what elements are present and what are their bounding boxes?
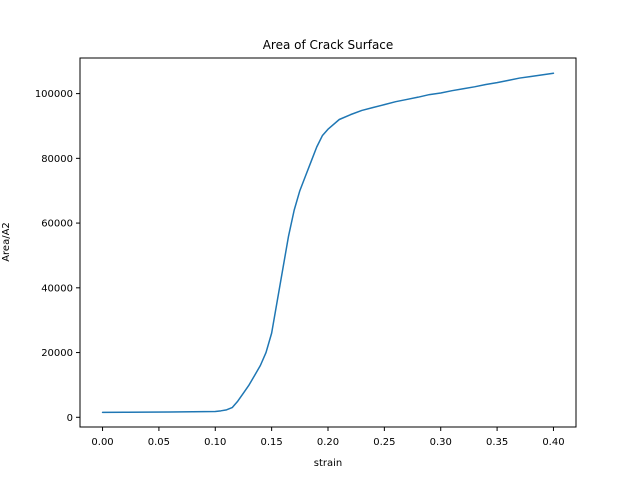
y-tick-label: 20000 [41, 348, 73, 359]
axis-ticks: 0.00 0.05 0.10 0.15 0.20 0.25 0.30 0.35 0.40 0 200… [35, 89, 565, 448]
x-tick-label: 0.20 [317, 437, 339, 448]
x-tick-label: 0.05 [148, 437, 170, 448]
y-tick-label: 40000 [41, 283, 73, 294]
x-axis-label: strain [314, 458, 343, 469]
y-tick-label: 60000 [41, 219, 73, 230]
y-tick-label: 80000 [41, 154, 73, 165]
chart-title: Area of Crack Surface [263, 38, 394, 52]
x-tick-label: 0.40 [542, 437, 564, 448]
x-tick-label: 0.35 [486, 437, 508, 448]
crack-area-line [101, 72, 555, 414]
axes-frame [79, 57, 577, 428]
x-tick-label: 0.10 [204, 437, 226, 448]
x-tick-label: 0.00 [91, 437, 113, 448]
y-tick-label: 0 [67, 413, 73, 424]
plot-area [101, 72, 555, 414]
y-tick-label: 100000 [35, 89, 73, 100]
x-tick-label: 0.30 [430, 437, 452, 448]
y-axis-label: Area/A2 [1, 222, 12, 262]
x-tick-label: 0.25 [373, 437, 395, 448]
x-tick-label: 0.15 [261, 437, 283, 448]
